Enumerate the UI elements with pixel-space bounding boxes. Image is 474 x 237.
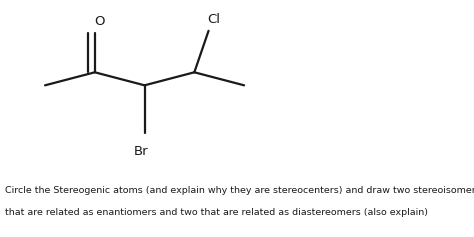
Text: that are related as enantiomers and two that are related as diastereomers (also : that are related as enantiomers and two … bbox=[5, 208, 428, 217]
Text: Circle the Stereogenic atoms (and explain why they are stereocenters) and draw t: Circle the Stereogenic atoms (and explai… bbox=[5, 186, 474, 195]
Text: Cl: Cl bbox=[207, 13, 220, 26]
Text: O: O bbox=[94, 15, 105, 28]
Text: Br: Br bbox=[134, 145, 148, 158]
